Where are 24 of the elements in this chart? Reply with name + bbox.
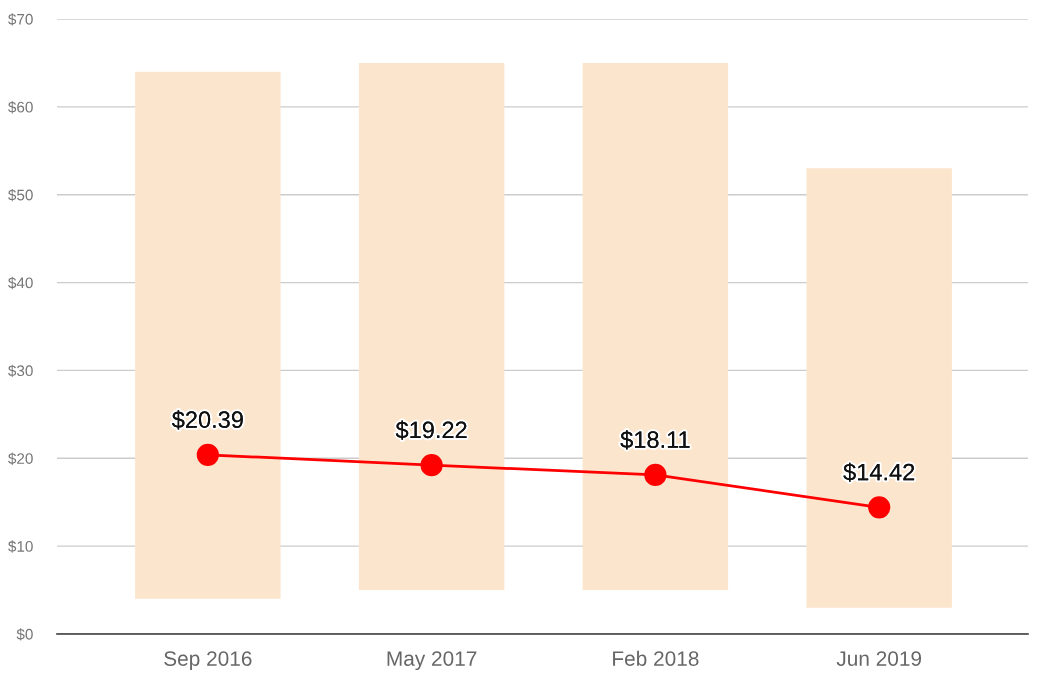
x-tick-label: Sep 2016 bbox=[164, 651, 252, 671]
y-tick-label: $30 bbox=[8, 364, 33, 378]
bar bbox=[806, 168, 952, 608]
x-tick-label: Jun 2019 bbox=[836, 651, 922, 666]
x-tick-label: May 2017 bbox=[387, 651, 477, 671]
x-tick-label: Feb 2018 bbox=[613, 650, 699, 666]
y-tick-label: $10 bbox=[8, 540, 33, 553]
bar bbox=[135, 71, 281, 599]
data-label: $20.39 bbox=[171, 410, 243, 430]
y-tick-label: $60 bbox=[8, 101, 33, 114]
data-label: $19.22 bbox=[395, 420, 467, 440]
data-label: $14.42 bbox=[843, 462, 915, 482]
bar bbox=[582, 62, 729, 591]
bar bbox=[358, 62, 505, 591]
y-tick-label: $50 bbox=[8, 188, 33, 202]
point bbox=[868, 496, 891, 519]
y-tick-label: $40 bbox=[8, 276, 33, 290]
y-tick-label: $0 bbox=[16, 628, 33, 641]
point bbox=[420, 454, 443, 477]
data-label: $18.11 bbox=[620, 430, 690, 450]
y-tick-label: $20 bbox=[8, 452, 33, 465]
point bbox=[644, 463, 667, 487]
y-tick-label: $70 bbox=[8, 13, 33, 26]
point bbox=[196, 443, 219, 466]
